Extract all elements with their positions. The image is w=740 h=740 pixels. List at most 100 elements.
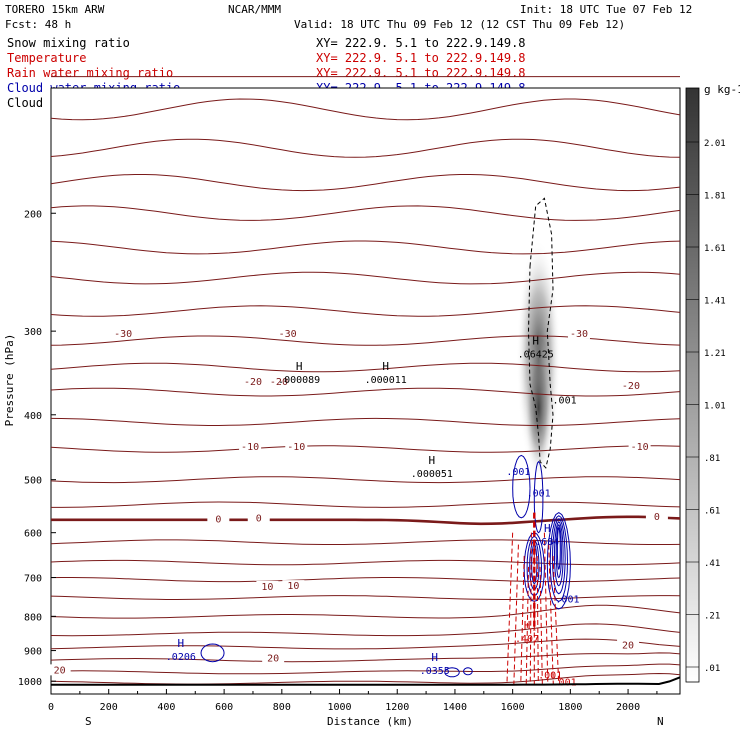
y-tick-label: 700 xyxy=(24,573,42,584)
y-tick-label: 300 xyxy=(24,327,42,338)
extremum-marker: H xyxy=(429,454,436,467)
terrain-line xyxy=(51,676,681,686)
isotherm xyxy=(50,445,681,453)
label-mask xyxy=(619,380,642,392)
isotherm xyxy=(50,663,681,675)
isotherm xyxy=(50,623,681,637)
y-tick-label: 400 xyxy=(24,411,42,422)
field-name: Temperature xyxy=(7,51,86,65)
contour-label: .001 xyxy=(555,595,579,606)
temperature-label: -30 xyxy=(279,329,297,340)
colorbar-level-label: 1.61 xyxy=(704,244,726,254)
extremum-marker: H xyxy=(382,360,389,373)
cloud-water-contour xyxy=(546,511,571,610)
cloud-water-contour xyxy=(553,521,564,587)
cloud-water-contour xyxy=(549,515,568,602)
label-mask xyxy=(282,580,305,592)
x-tick-label: 600 xyxy=(215,702,233,713)
isotherm xyxy=(50,205,681,221)
label-mask xyxy=(276,327,299,339)
isotherm xyxy=(51,501,681,508)
colorbar-level-label: 1.21 xyxy=(704,349,726,359)
extremum-marker: H xyxy=(544,522,551,535)
y-tick-label: 500 xyxy=(24,476,42,487)
extremum-value: .06425 xyxy=(518,349,554,360)
temperature-label: 0 xyxy=(256,513,262,524)
rain-water-contour xyxy=(525,566,530,686)
model-label: TORERO 15km ARW xyxy=(5,3,105,16)
contour-label: .001 xyxy=(527,489,551,500)
cloud-water-contour xyxy=(531,543,538,585)
x-tick-label: 0 xyxy=(48,702,54,713)
isotherm xyxy=(50,577,681,583)
x-tick-label: 1800 xyxy=(558,702,582,713)
temperature-label: 20 xyxy=(267,654,279,665)
colorbar-level-label: 2.01 xyxy=(704,139,726,149)
label-mask xyxy=(207,513,230,525)
x-tick-label: 200 xyxy=(100,702,118,713)
extremum-marker: H xyxy=(532,334,539,347)
isotherm xyxy=(50,138,681,158)
label-mask xyxy=(239,441,262,453)
label-mask xyxy=(645,510,668,522)
contour-labels: -30 -30 -30 -20 -20 -20 -10 -10 -10 0 0 0 10 10 20 20 20… xyxy=(48,327,668,689)
field-name: Snow mixing ratio xyxy=(7,36,130,50)
isotherm xyxy=(50,476,681,484)
x-tick-label: 400 xyxy=(157,702,175,713)
rain-water-contour xyxy=(520,555,525,686)
label-mask xyxy=(617,639,640,651)
y-axis: 200 300 400 500 600 700 800 900 1000 xyxy=(18,209,56,688)
north-label: N xyxy=(657,715,664,728)
rain-water-contour xyxy=(506,532,514,686)
x-axis: 0 200 400 600 800 1000 1200 1400 1600 1800 2000 xyxy=(48,689,658,713)
extremum-value: .684 xyxy=(535,537,559,548)
extremum-value: .407 xyxy=(515,634,539,645)
temperature-label: -20 xyxy=(622,381,640,392)
cloud-water-contour xyxy=(523,532,545,602)
fcst-label: Fcst: 48 h xyxy=(5,18,71,31)
rain-water-contour xyxy=(552,555,560,686)
colorbar-unit: g kg-1 xyxy=(704,83,740,96)
x-tick-label: 1600 xyxy=(501,702,525,713)
rain-water-contour xyxy=(543,532,549,686)
field-name: Rain water mixing ratio xyxy=(7,66,173,80)
colorbar-level-label: .81 xyxy=(704,454,720,464)
init-label: Init: 18 UTC Tue 07 Feb 12 xyxy=(520,3,692,16)
extremum-marker: H xyxy=(296,360,303,373)
temperature-isotherms xyxy=(50,76,681,685)
isotherm xyxy=(50,638,681,650)
cloud-water-contour xyxy=(533,460,544,534)
label-mask xyxy=(247,512,270,524)
cloud-water-contour xyxy=(555,523,562,579)
y-tick-label: 800 xyxy=(24,612,42,623)
plot-area: -30 -30 -30 -20 -20 -20 -10 -10 -10 0 0 0 10 10 20 20 20… xyxy=(48,76,681,695)
terrain-profile xyxy=(51,676,681,686)
isotherm xyxy=(50,271,681,285)
contour-label: .001 xyxy=(538,670,562,681)
temperature-label: 20 xyxy=(54,665,66,676)
colorbar-level-label: 1.01 xyxy=(704,402,726,412)
colorbar-level-label: 1.41 xyxy=(704,297,726,307)
label-mask xyxy=(256,580,279,592)
temperature-label: -20 xyxy=(244,377,262,388)
center-label: NCAR/MMM xyxy=(228,3,281,16)
extremum-value: .0355 xyxy=(420,666,450,677)
temperature-label: -30 xyxy=(114,329,132,340)
cloud-water-contour xyxy=(444,667,460,678)
cloud-water-contour xyxy=(200,643,225,663)
rain-water-contour xyxy=(539,566,543,686)
colorbar-level-label: .21 xyxy=(704,612,720,622)
cloud-water-contour xyxy=(529,539,540,591)
x-axis-title: Distance (km) xyxy=(327,715,413,728)
rain-water-contours xyxy=(506,512,560,686)
isotherm xyxy=(50,539,681,545)
temperature-label: 0 xyxy=(654,512,660,523)
y-tick-label: 200 xyxy=(24,209,42,220)
temperature-label: -10 xyxy=(287,442,305,453)
colorbar-level-label: 1.81 xyxy=(704,192,726,202)
label-mask xyxy=(285,441,308,453)
temperature-label: -20 xyxy=(270,377,288,388)
extremum-marker: H xyxy=(178,637,185,650)
isotherm xyxy=(50,362,681,373)
